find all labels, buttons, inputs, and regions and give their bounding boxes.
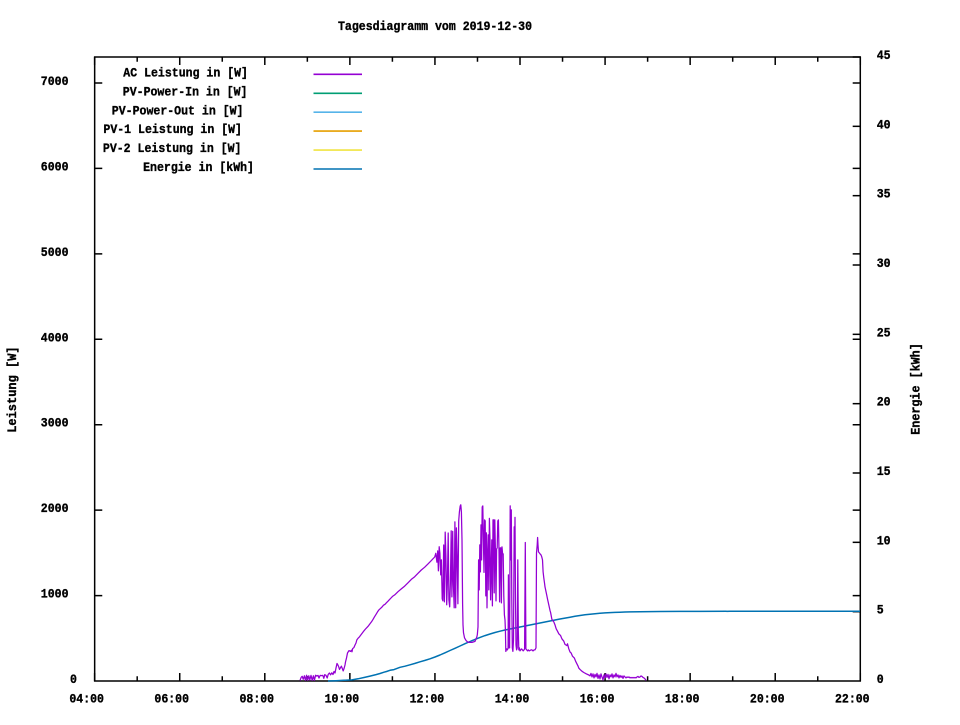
svg-text:2000: 2000	[41, 501, 69, 516]
svg-text:08:00: 08:00	[240, 692, 275, 707]
svg-text:Energie in [kWh]: Energie in [kWh]	[143, 160, 254, 175]
svg-text:Leistung [W]: Leistung [W]	[5, 346, 20, 432]
svg-text:3000: 3000	[41, 416, 69, 431]
svg-text:7000: 7000	[41, 74, 69, 89]
svg-text:10:00: 10:00	[325, 692, 360, 707]
svg-text:20: 20	[877, 395, 891, 410]
svg-text:Tagesdiagramm vom 2019-12-30: Tagesdiagramm vom 2019-12-30	[338, 19, 532, 34]
svg-text:20:00: 20:00	[750, 692, 785, 707]
svg-text:35: 35	[877, 187, 891, 202]
svg-text:14:00: 14:00	[495, 692, 530, 707]
svg-text:12:00: 12:00	[410, 692, 445, 707]
svg-text:15: 15	[877, 464, 891, 479]
svg-text:18:00: 18:00	[665, 692, 700, 707]
svg-text:22:00: 22:00	[835, 692, 870, 707]
svg-text:5: 5	[877, 603, 884, 618]
svg-text:PV-2 Leistung in [W]: PV-2 Leistung in [W]	[103, 141, 242, 156]
svg-text:5000: 5000	[41, 245, 69, 260]
svg-text:PV-Power-Out in [W]: PV-Power-Out in [W]	[112, 103, 244, 118]
svg-text:1000: 1000	[41, 587, 69, 602]
svg-text:PV-Power-In in [W]: PV-Power-In in [W]	[123, 85, 248, 100]
svg-text:30: 30	[877, 256, 891, 271]
svg-text:10: 10	[877, 533, 891, 548]
svg-text:6000: 6000	[41, 159, 69, 174]
svg-text:PV-1 Leistung in [W]: PV-1 Leistung in [W]	[103, 122, 242, 137]
svg-text:04:00: 04:00	[69, 692, 104, 707]
svg-text:AC Leistung in [W]: AC Leistung in [W]	[123, 66, 248, 81]
svg-text:Energie [kWh]: Energie [kWh]	[909, 343, 924, 435]
svg-text:16:00: 16:00	[580, 692, 615, 707]
svg-text:40: 40	[877, 117, 891, 132]
svg-text:0: 0	[877, 672, 884, 687]
svg-text:0: 0	[70, 672, 77, 687]
svg-text:06:00: 06:00	[154, 692, 189, 707]
svg-text:45: 45	[877, 48, 891, 63]
svg-text:4000: 4000	[41, 330, 69, 345]
svg-text:25: 25	[877, 325, 891, 340]
